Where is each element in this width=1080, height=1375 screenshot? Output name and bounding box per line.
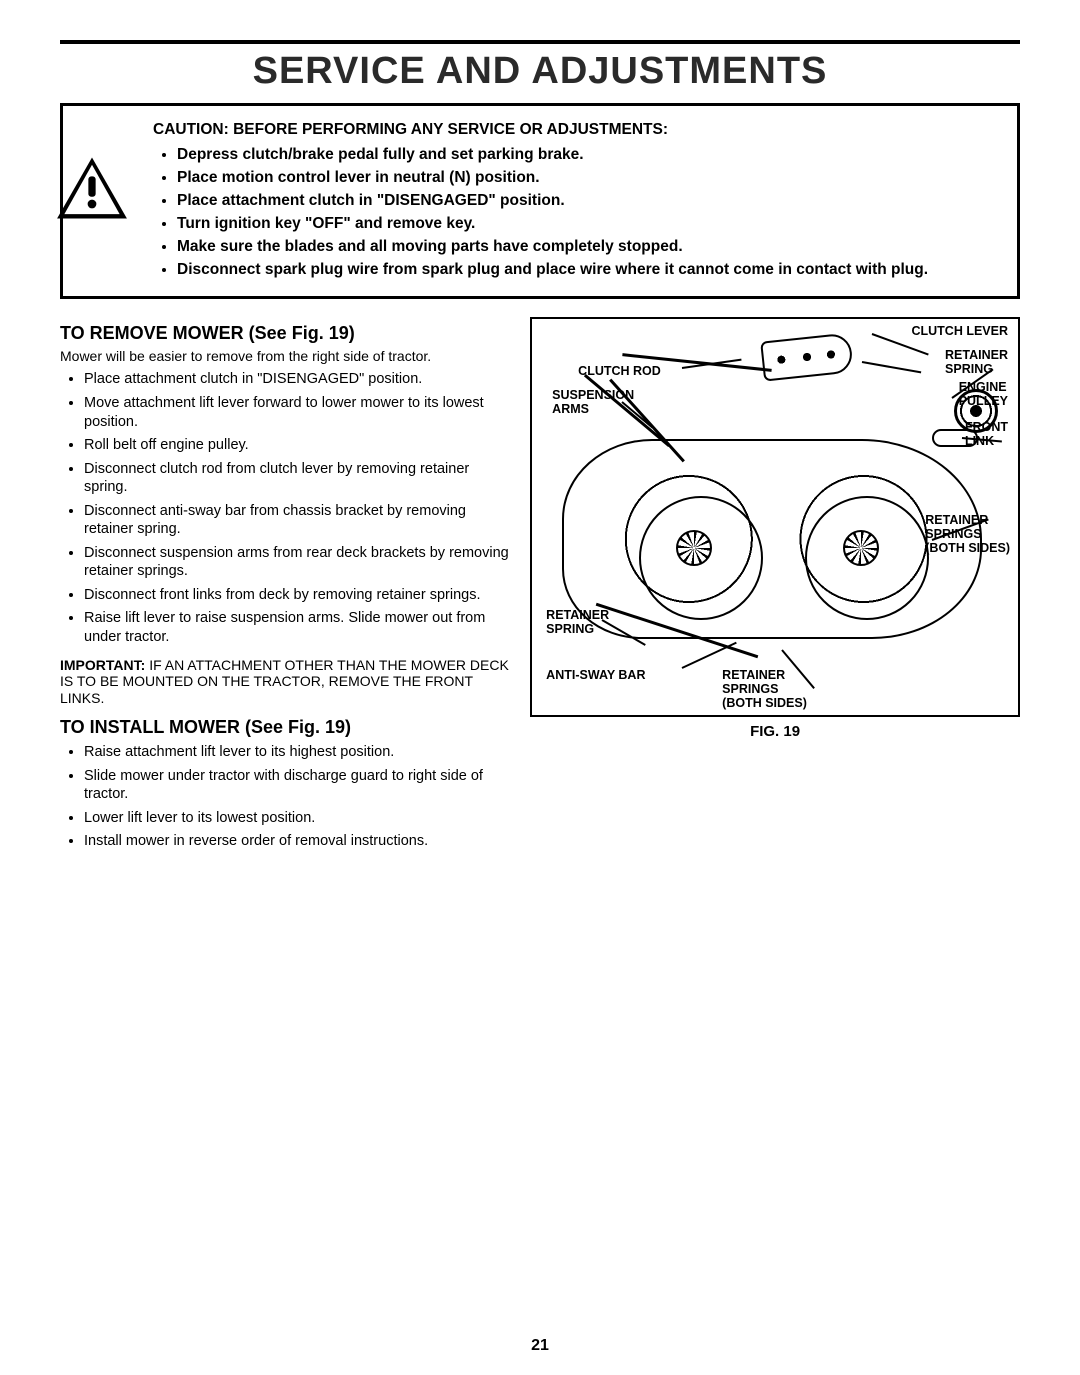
remove-heading: TO REMOVE MOWER (See Fig. 19) (60, 323, 512, 344)
install-heading: TO INSTALL MOWER (See Fig. 19) (60, 717, 512, 738)
list-item: Lower lift lever to its lowest position. (84, 809, 512, 828)
label-retainer-springs-both: RETAINER SPRINGS (BOTH SIDES) (925, 514, 1010, 555)
caution-box: CAUTION: BEFORE PERFORMING ANY SERVICE O… (60, 103, 1020, 299)
figure-caption: FIG. 19 (530, 723, 1020, 740)
install-list: Raise attachment lift lever to its highe… (60, 743, 512, 851)
list-item: Raise attachment lift lever to its highe… (84, 743, 512, 762)
figure-19: CLUTCH LEVER RETAINER SPRING CLUTCH ROD … (530, 317, 1020, 717)
list-item: Disconnect suspension arms from rear dec… (84, 544, 512, 581)
label-retainer-spring-left: RETAINER SPRING (546, 609, 609, 637)
label-retainer-spring: RETAINER SPRING (945, 349, 1008, 377)
remove-list: Place attachment clutch in "DISENGAGED" … (60, 370, 512, 646)
important-note: IMPORTANT: IF AN ATTACHMENT OTHER THAN T… (60, 657, 512, 707)
warning-triangle-icon (55, 156, 129, 220)
page-title: SERVICE AND ADJUSTMENTS (60, 50, 1020, 93)
caution-heading: CAUTION: BEFORE PERFORMING ANY SERVICE O… (153, 120, 999, 141)
top-rule (60, 40, 1020, 44)
left-column: TO REMOVE MOWER (See Fig. 19) Mower will… (60, 317, 512, 855)
content-columns: TO REMOVE MOWER (See Fig. 19) Mower will… (60, 317, 1020, 855)
label-anti-sway-bar: ANTI-SWAY BAR (546, 669, 645, 683)
list-item: Slide mower under tractor with discharge… (84, 767, 512, 804)
caution-item: Make sure the blades and all moving part… (177, 237, 999, 258)
clutch-lever-shape (760, 333, 854, 382)
mower-deck-shape (562, 439, 982, 639)
list-item: Disconnect clutch rod from clutch lever … (84, 460, 512, 497)
label-clutch-lever: CLUTCH LEVER (911, 325, 1008, 339)
leader-line (682, 642, 737, 669)
page-number: 21 (0, 1337, 1080, 1355)
important-label: IMPORTANT: (60, 657, 145, 673)
spindle-icon (843, 530, 879, 566)
label-retainer-springs-bottom: RETAINER SPRINGS (BOTH SIDES) (722, 669, 807, 710)
spindle-icon (676, 530, 712, 566)
list-item: Roll belt off engine pulley. (84, 436, 512, 455)
list-item: Install mower in reverse order of remova… (84, 832, 512, 851)
remove-intro: Mower will be easier to remove from the … (60, 348, 512, 364)
list-item: Move attachment lift lever forward to lo… (84, 394, 512, 431)
caution-item: Place attachment clutch in "DISENGAGED" … (177, 191, 999, 212)
caution-item: Depress clutch/brake pedal fully and set… (177, 145, 999, 166)
caution-item: Place motion control lever in neutral (N… (177, 168, 999, 189)
caution-list: Depress clutch/brake pedal fully and set… (153, 145, 999, 281)
list-item: Disconnect anti-sway bar from chassis br… (84, 502, 512, 539)
list-item: Place attachment clutch in "DISENGAGED" … (84, 370, 512, 389)
label-engine-pulley: ENGINE PULLEY (959, 381, 1008, 409)
label-clutch-rod: CLUTCH ROD (578, 365, 661, 379)
caution-item: Disconnect spark plug wire from spark pl… (177, 260, 999, 281)
list-item: Disconnect front links from deck by remo… (84, 586, 512, 605)
list-item: Raise lift lever to raise suspension arm… (84, 609, 512, 646)
label-front-link: FRONT LINK (965, 421, 1008, 449)
right-column: CLUTCH LEVER RETAINER SPRING CLUTCH ROD … (530, 317, 1020, 855)
caution-item: Turn ignition key "OFF" and remove key. (177, 214, 999, 235)
label-suspension-arms: SUSPENSION ARMS (552, 389, 634, 417)
leader-line (862, 361, 921, 373)
